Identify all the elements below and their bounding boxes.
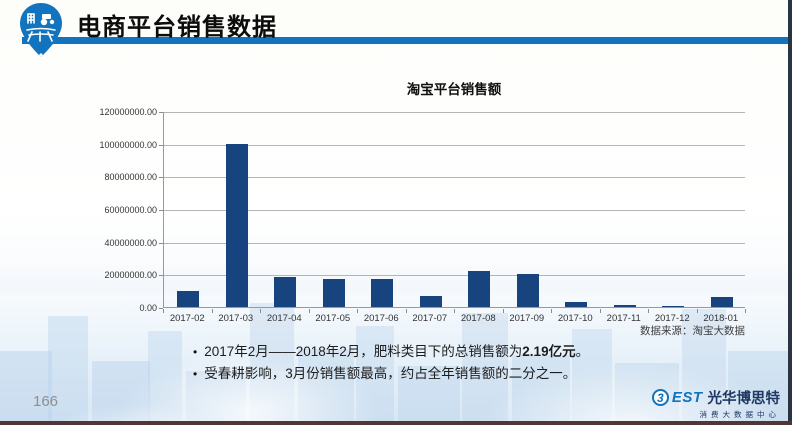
x-axis-tick bbox=[696, 309, 698, 313]
y-axis-tick-label: 20000000.00 bbox=[104, 270, 157, 281]
x-axis-tick-label: 2017-08 bbox=[460, 313, 496, 324]
bar-2017-06 bbox=[371, 279, 394, 307]
bar-2017-09 bbox=[516, 273, 539, 307]
y-axis-tick-label: 120000000.00 bbox=[99, 107, 157, 117]
y-axis-tick bbox=[159, 112, 163, 113]
bullet-text-bold: 2.19亿元 bbox=[522, 344, 576, 359]
chart-title: 淘宝平台销售额 bbox=[406, 82, 502, 97]
bar-2017-03 bbox=[225, 143, 248, 307]
brand-subtitle: 消费大数据中心 bbox=[699, 410, 780, 419]
bar-2017-12 bbox=[662, 306, 685, 307]
header-accent-line bbox=[22, 37, 792, 44]
x-axis-tick bbox=[260, 309, 261, 313]
bar-2018-01 bbox=[710, 296, 733, 307]
x-axis-tick bbox=[405, 309, 407, 313]
chart-plot bbox=[163, 112, 745, 308]
brand-logo: 3 EST 光华博思特 消费大数据中心 bbox=[651, 387, 781, 420]
brand-name: 光华博思特 bbox=[707, 391, 781, 407]
bar-2017-08 bbox=[468, 271, 491, 307]
x-axis-tick bbox=[551, 309, 552, 313]
bullet-item: • 2017年2月——2018年2月，肥料类目下的总销售额为2.19亿元。 bbox=[193, 341, 589, 363]
x-axis-tick bbox=[163, 309, 164, 313]
gridline bbox=[164, 112, 745, 113]
x-axis-tick-label: 2017-05 bbox=[315, 313, 351, 324]
bar-2017-04 bbox=[274, 276, 297, 307]
x-axis-tick-label: 2017-06 bbox=[363, 313, 399, 324]
best-logo-icon: 3 bbox=[651, 389, 669, 406]
y-axis-tick-label: 80000000.00 bbox=[104, 172, 157, 183]
y-axis-tick bbox=[159, 275, 163, 277]
y-axis-tick bbox=[159, 144, 163, 146]
gridline bbox=[164, 177, 745, 179]
summary-bullets: • 2017年2月——2018年2月，肥料类目下的总销售额为2.19亿元。 • 受春… bbox=[193, 341, 589, 385]
bar-2017-07 bbox=[419, 295, 442, 307]
bullet-text-suffix: 。 bbox=[575, 344, 590, 359]
x-axis-tick bbox=[648, 309, 649, 313]
y-axis-tick bbox=[159, 177, 163, 179]
gridline bbox=[164, 242, 745, 244]
bullet-item: • 受春耕影响，3月份销售额最高，约占全年销售额的二分之一。 bbox=[193, 363, 589, 385]
x-axis-tick-label: 2017-04 bbox=[266, 313, 302, 324]
x-axis-tick bbox=[599, 309, 601, 313]
y-axis-tick-label: 0.00 bbox=[139, 303, 157, 313]
bar-2017-02 bbox=[177, 291, 200, 307]
bullet-marker: • bbox=[193, 345, 198, 359]
y-axis-tick-label: 60000000.00 bbox=[104, 205, 157, 215]
data-source-note: 数据来源：淘宝大数据 bbox=[640, 325, 745, 337]
x-axis-tick bbox=[454, 309, 455, 313]
x-axis-tick-label: 2017-10 bbox=[557, 313, 593, 324]
gridline bbox=[164, 144, 745, 146]
farm-pin-logo-icon bbox=[20, 3, 62, 57]
y-axis-tick-label: 40000000.00 bbox=[104, 237, 157, 248]
bullet-marker: • bbox=[193, 367, 198, 381]
x-axis-tick bbox=[211, 309, 213, 313]
x-axis-tick bbox=[502, 309, 504, 313]
y-axis-tick bbox=[159, 210, 163, 211]
gridline bbox=[164, 275, 745, 277]
x-axis-tick-label: 2017-07 bbox=[412, 313, 448, 324]
y-axis-tick-label: 100000000.00 bbox=[99, 139, 157, 150]
y-axis-tick bbox=[159, 242, 163, 244]
page-title: 电商平台销售数据 bbox=[77, 14, 277, 41]
x-axis-tick bbox=[357, 309, 358, 313]
brand-logo-row: 3 EST 光华博思特 bbox=[651, 387, 781, 408]
bar-2017-10 bbox=[565, 301, 588, 307]
x-axis-tick-label: 2017-03 bbox=[218, 313, 254, 324]
x-axis-tick-label: 2017-02 bbox=[169, 313, 205, 324]
x-axis-tick bbox=[745, 309, 746, 313]
page-number: 166 bbox=[33, 393, 59, 410]
best-logo-text: EST bbox=[671, 389, 703, 406]
x-axis-tick-label: 2017-09 bbox=[509, 313, 545, 324]
right-edge-strip bbox=[788, 0, 792, 425]
gridline bbox=[164, 210, 745, 211]
bullet-text: 2017年2月——2018年2月，肥料类目下的总销售额为 bbox=[204, 344, 523, 359]
x-axis-tick bbox=[308, 309, 310, 313]
bar-2017-11 bbox=[613, 304, 636, 307]
bottom-edge-strip bbox=[0, 421, 792, 425]
bullet-text: 受春耕影响，3月份销售额最高，约占全年销售额的二分之一。 bbox=[204, 366, 577, 381]
bar-2017-05 bbox=[322, 279, 345, 307]
